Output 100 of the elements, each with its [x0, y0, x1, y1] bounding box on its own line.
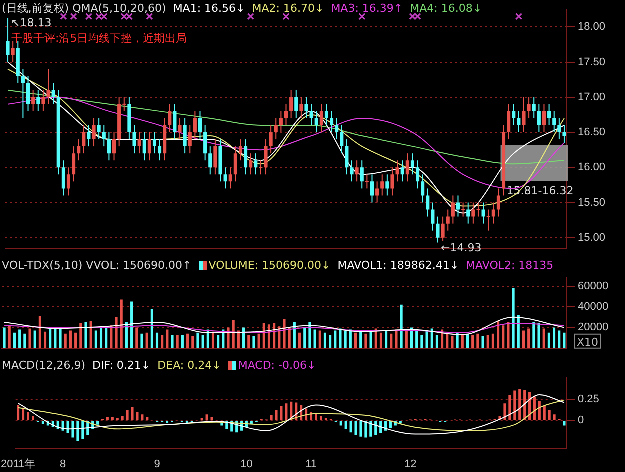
bar — [380, 421, 382, 434]
bar — [340, 421, 342, 426]
bar — [206, 414, 208, 420]
text: X10 — [577, 336, 599, 349]
bar — [202, 334, 204, 348]
chart-title: VOL-TDX(5,10) VVOL: 150690.00↑ — [2, 259, 192, 272]
bar — [258, 334, 260, 348]
y-tick-label: 0 — [578, 414, 584, 427]
x-tick-label: 8 — [60, 458, 66, 470]
bar — [364, 421, 368, 438]
annotation: ↖18.13 — [11, 16, 52, 30]
y-tick-label: 15.00 — [578, 232, 606, 244]
bar — [518, 389, 522, 420]
bar — [275, 410, 278, 420]
bar — [210, 417, 214, 420]
y-tick-label: 17.00 — [578, 91, 606, 104]
bar — [420, 334, 424, 348]
bar — [84, 322, 88, 348]
bar — [100, 326, 103, 348]
bar — [492, 334, 494, 348]
bar — [542, 328, 546, 348]
text: MAVOL1: 189862.41↓ — [338, 259, 460, 272]
bar — [553, 328, 556, 348]
bar — [252, 336, 256, 348]
bar — [360, 332, 362, 348]
bar — [374, 328, 378, 348]
line-series — [8, 90, 565, 165]
bar — [524, 390, 526, 420]
bar — [161, 334, 164, 348]
bar — [517, 315, 520, 348]
bar — [131, 407, 134, 420]
bar — [502, 326, 505, 348]
bar — [472, 334, 474, 348]
candlestick — [461, 202, 466, 218]
bar — [389, 421, 392, 428]
bar — [270, 416, 273, 420]
bar — [426, 330, 428, 348]
text: MAVOL2: 18135 — [466, 259, 554, 272]
bar — [563, 332, 566, 348]
bar — [538, 401, 541, 420]
bar — [508, 395, 512, 420]
bar — [181, 334, 184, 348]
bar — [49, 328, 52, 348]
y-tick-label: 40000 — [578, 301, 609, 314]
bar — [497, 321, 500, 348]
bar — [232, 320, 235, 348]
bar — [64, 334, 67, 348]
bar — [42, 421, 44, 424]
bar — [400, 304, 403, 348]
bar — [461, 334, 464, 348]
bar — [171, 334, 174, 348]
bar — [80, 324, 82, 348]
bar — [27, 412, 30, 420]
bar — [380, 332, 382, 348]
bar — [329, 334, 332, 348]
text: MA4: 16.08↓ — [410, 2, 482, 15]
bar — [8, 326, 11, 348]
bar — [120, 300, 123, 348]
bar — [94, 330, 98, 348]
bar — [486, 334, 490, 348]
bar — [126, 410, 129, 420]
text: DEA: 0.24↓ — [158, 359, 222, 372]
bar — [446, 334, 449, 348]
x-tick-label: 2011年 — [1, 458, 36, 470]
y-tick-label: 16.50 — [578, 126, 606, 139]
chart-title: MACD(12,26,9) — [2, 359, 86, 372]
bar — [130, 302, 134, 348]
bar — [17, 405, 20, 420]
bar — [507, 322, 510, 348]
x-tick-label: 9 — [154, 458, 160, 470]
bar — [115, 317, 118, 348]
bar — [3, 328, 6, 348]
bar — [451, 336, 454, 348]
y-tick-label: 18.00 — [578, 21, 606, 34]
x-tick-label: 10 — [240, 458, 253, 470]
bar — [69, 330, 72, 348]
bar — [285, 404, 288, 420]
bar — [34, 330, 36, 348]
bar — [176, 334, 179, 348]
bar — [283, 319, 286, 348]
bar — [146, 332, 148, 348]
bar — [563, 421, 566, 426]
bar — [146, 417, 149, 420]
bar — [532, 322, 536, 348]
line-series — [4, 323, 565, 334]
bar — [72, 421, 74, 438]
bar — [320, 416, 322, 420]
bar — [288, 328, 291, 348]
bar — [514, 390, 516, 420]
annotation: 千股千评:沿5日均线下挫，近期出局 — [12, 32, 188, 45]
bar — [141, 414, 144, 420]
bar — [533, 396, 536, 420]
bar — [106, 417, 109, 420]
bar — [538, 324, 540, 348]
bar — [248, 334, 250, 348]
bar — [250, 421, 253, 424]
bar — [66, 421, 70, 434]
bar — [354, 421, 358, 436]
bar — [186, 334, 190, 348]
bar — [528, 392, 531, 420]
